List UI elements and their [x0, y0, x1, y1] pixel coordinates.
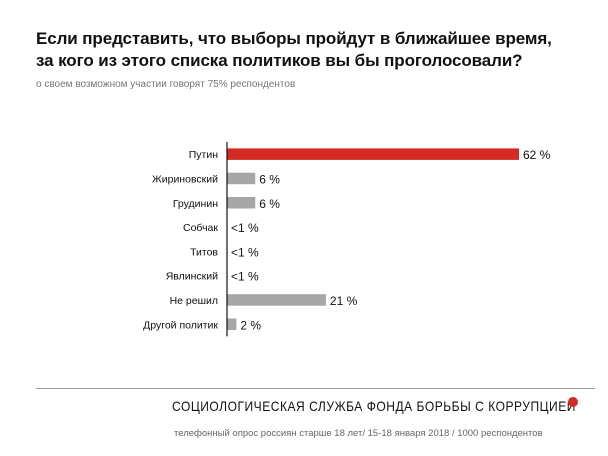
category-label: Жириновский — [152, 173, 218, 185]
category-label: Путин — [189, 149, 218, 161]
footer-divider — [36, 388, 595, 389]
bar — [227, 148, 519, 160]
bar — [227, 172, 256, 185]
bar — [227, 197, 256, 209]
category-label: Грудинин — [173, 198, 218, 210]
category-label: Не решил — [170, 295, 218, 307]
footer-note: телефонный опрос россиян старше 18 лет/ … — [174, 428, 543, 439]
category-label: Титов — [190, 246, 218, 258]
brand-dot-icon — [568, 397, 578, 407]
category-label: Явлинский — [166, 271, 218, 283]
value-label: 6 % — [259, 197, 280, 211]
value-label: 2 % — [240, 318, 261, 332]
subtitle: о своем возможном участии говорят 75% ре… — [36, 79, 296, 90]
value-label: <1 % — [231, 270, 259, 284]
bar-chart: Путин 62 % Жириновский 6 % Грудинин 6 % Собчак… — [143, 142, 551, 337]
title-line-2: за кого из этого списка политиков вы бы … — [36, 51, 523, 70]
bar — [227, 294, 326, 306]
title-line-1: Если представить, что выборы пройдут в б… — [36, 29, 552, 48]
category-label: Другой политик — [143, 319, 218, 331]
value-label: <1 % — [231, 221, 259, 235]
value-label: <1 % — [231, 245, 259, 259]
category-label: Собчак — [183, 222, 218, 234]
value-label: 6 % — [259, 172, 280, 186]
footer-brand: СОЦИОЛОГИЧЕСКАЯ СЛУЖБА ФОНДА БОРЬБЫ С КО… — [172, 398, 576, 414]
chart-title: Если представить, что выборы пройдут в б… — [36, 28, 596, 72]
value-label: 62 % — [523, 148, 551, 162]
bar — [227, 318, 237, 330]
value-label: 21 % — [330, 294, 358, 308]
